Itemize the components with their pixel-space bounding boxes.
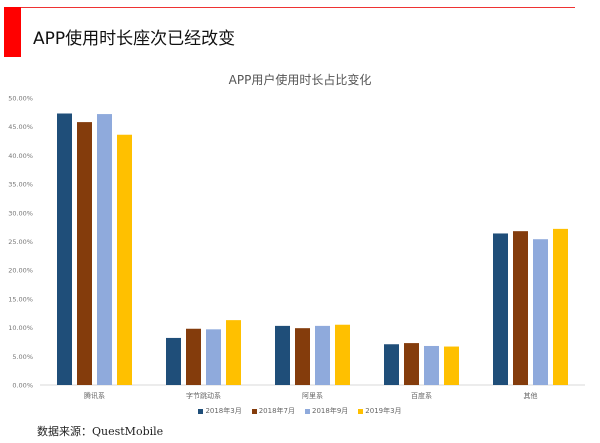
bar (97, 114, 112, 386)
y-tick-label: 15.00% (8, 295, 33, 303)
bar (166, 337, 181, 385)
y-tick-label: 5.00% (12, 353, 33, 361)
bar (206, 329, 221, 385)
chart-legend: 2018年3月 2018年7月 2018年9月 2019年3月 (0, 406, 600, 416)
chart-title: APP用户使用时长占比变化 (228, 73, 372, 87)
legend-item: 2018年9月 (305, 407, 348, 415)
x-tick-label: 腾讯系 (84, 391, 105, 400)
legend-label: 2018年7月 (258, 407, 295, 415)
y-tick-label: 0.00% (12, 382, 33, 390)
y-tick-label: 40.00% (8, 152, 33, 160)
x-tick-label: 字节跳动系 (186, 391, 221, 400)
bar (335, 324, 350, 385)
y-tick-label: 20.00% (8, 267, 33, 275)
bar (533, 239, 548, 385)
y-tick-label: 50.00% (8, 95, 33, 103)
page-title: APP使用时长座次已经改变 (33, 29, 236, 49)
bar (77, 122, 92, 385)
x-tick-label: 阿里系 (302, 391, 323, 400)
bar (444, 346, 459, 385)
legend-swatch (198, 408, 204, 414)
legend-item: 2018年3月 (198, 407, 242, 415)
legend-swatch (251, 408, 257, 414)
y-tick-label: 45.00% (8, 123, 33, 131)
bar (315, 325, 330, 385)
legend-item: 2019年3月 (358, 407, 402, 415)
legend-swatch (358, 408, 364, 414)
bar (384, 344, 399, 385)
bar (553, 228, 568, 385)
x-tick-label: 其他 (524, 391, 538, 400)
legend-label: 2018年9月 (312, 407, 349, 415)
header-accent-bar (4, 7, 21, 57)
header-rule (20, 7, 575, 8)
bar (226, 320, 241, 385)
data-source: 数据来源：QuestMobile (37, 425, 164, 438)
bar (57, 113, 72, 386)
x-tick-label: 百度系 (411, 391, 432, 400)
legend-item: 2018年7月 (251, 407, 295, 415)
bar (493, 233, 508, 385)
y-tick-label: 35.00% (8, 181, 33, 189)
y-tick-label: 25.00% (8, 238, 33, 246)
bar (117, 134, 132, 385)
y-tick-label: 30.00% (8, 209, 33, 217)
bar (275, 325, 290, 385)
bar (186, 328, 201, 385)
bar (424, 345, 439, 385)
legend-label: 2018年3月 (205, 407, 242, 415)
bar (513, 231, 528, 385)
legend-label: 2019年3月 (365, 407, 402, 415)
legend-swatch (305, 408, 310, 414)
y-tick-label: 10.00% (8, 324, 33, 332)
bar (295, 328, 310, 385)
bar (404, 343, 419, 385)
